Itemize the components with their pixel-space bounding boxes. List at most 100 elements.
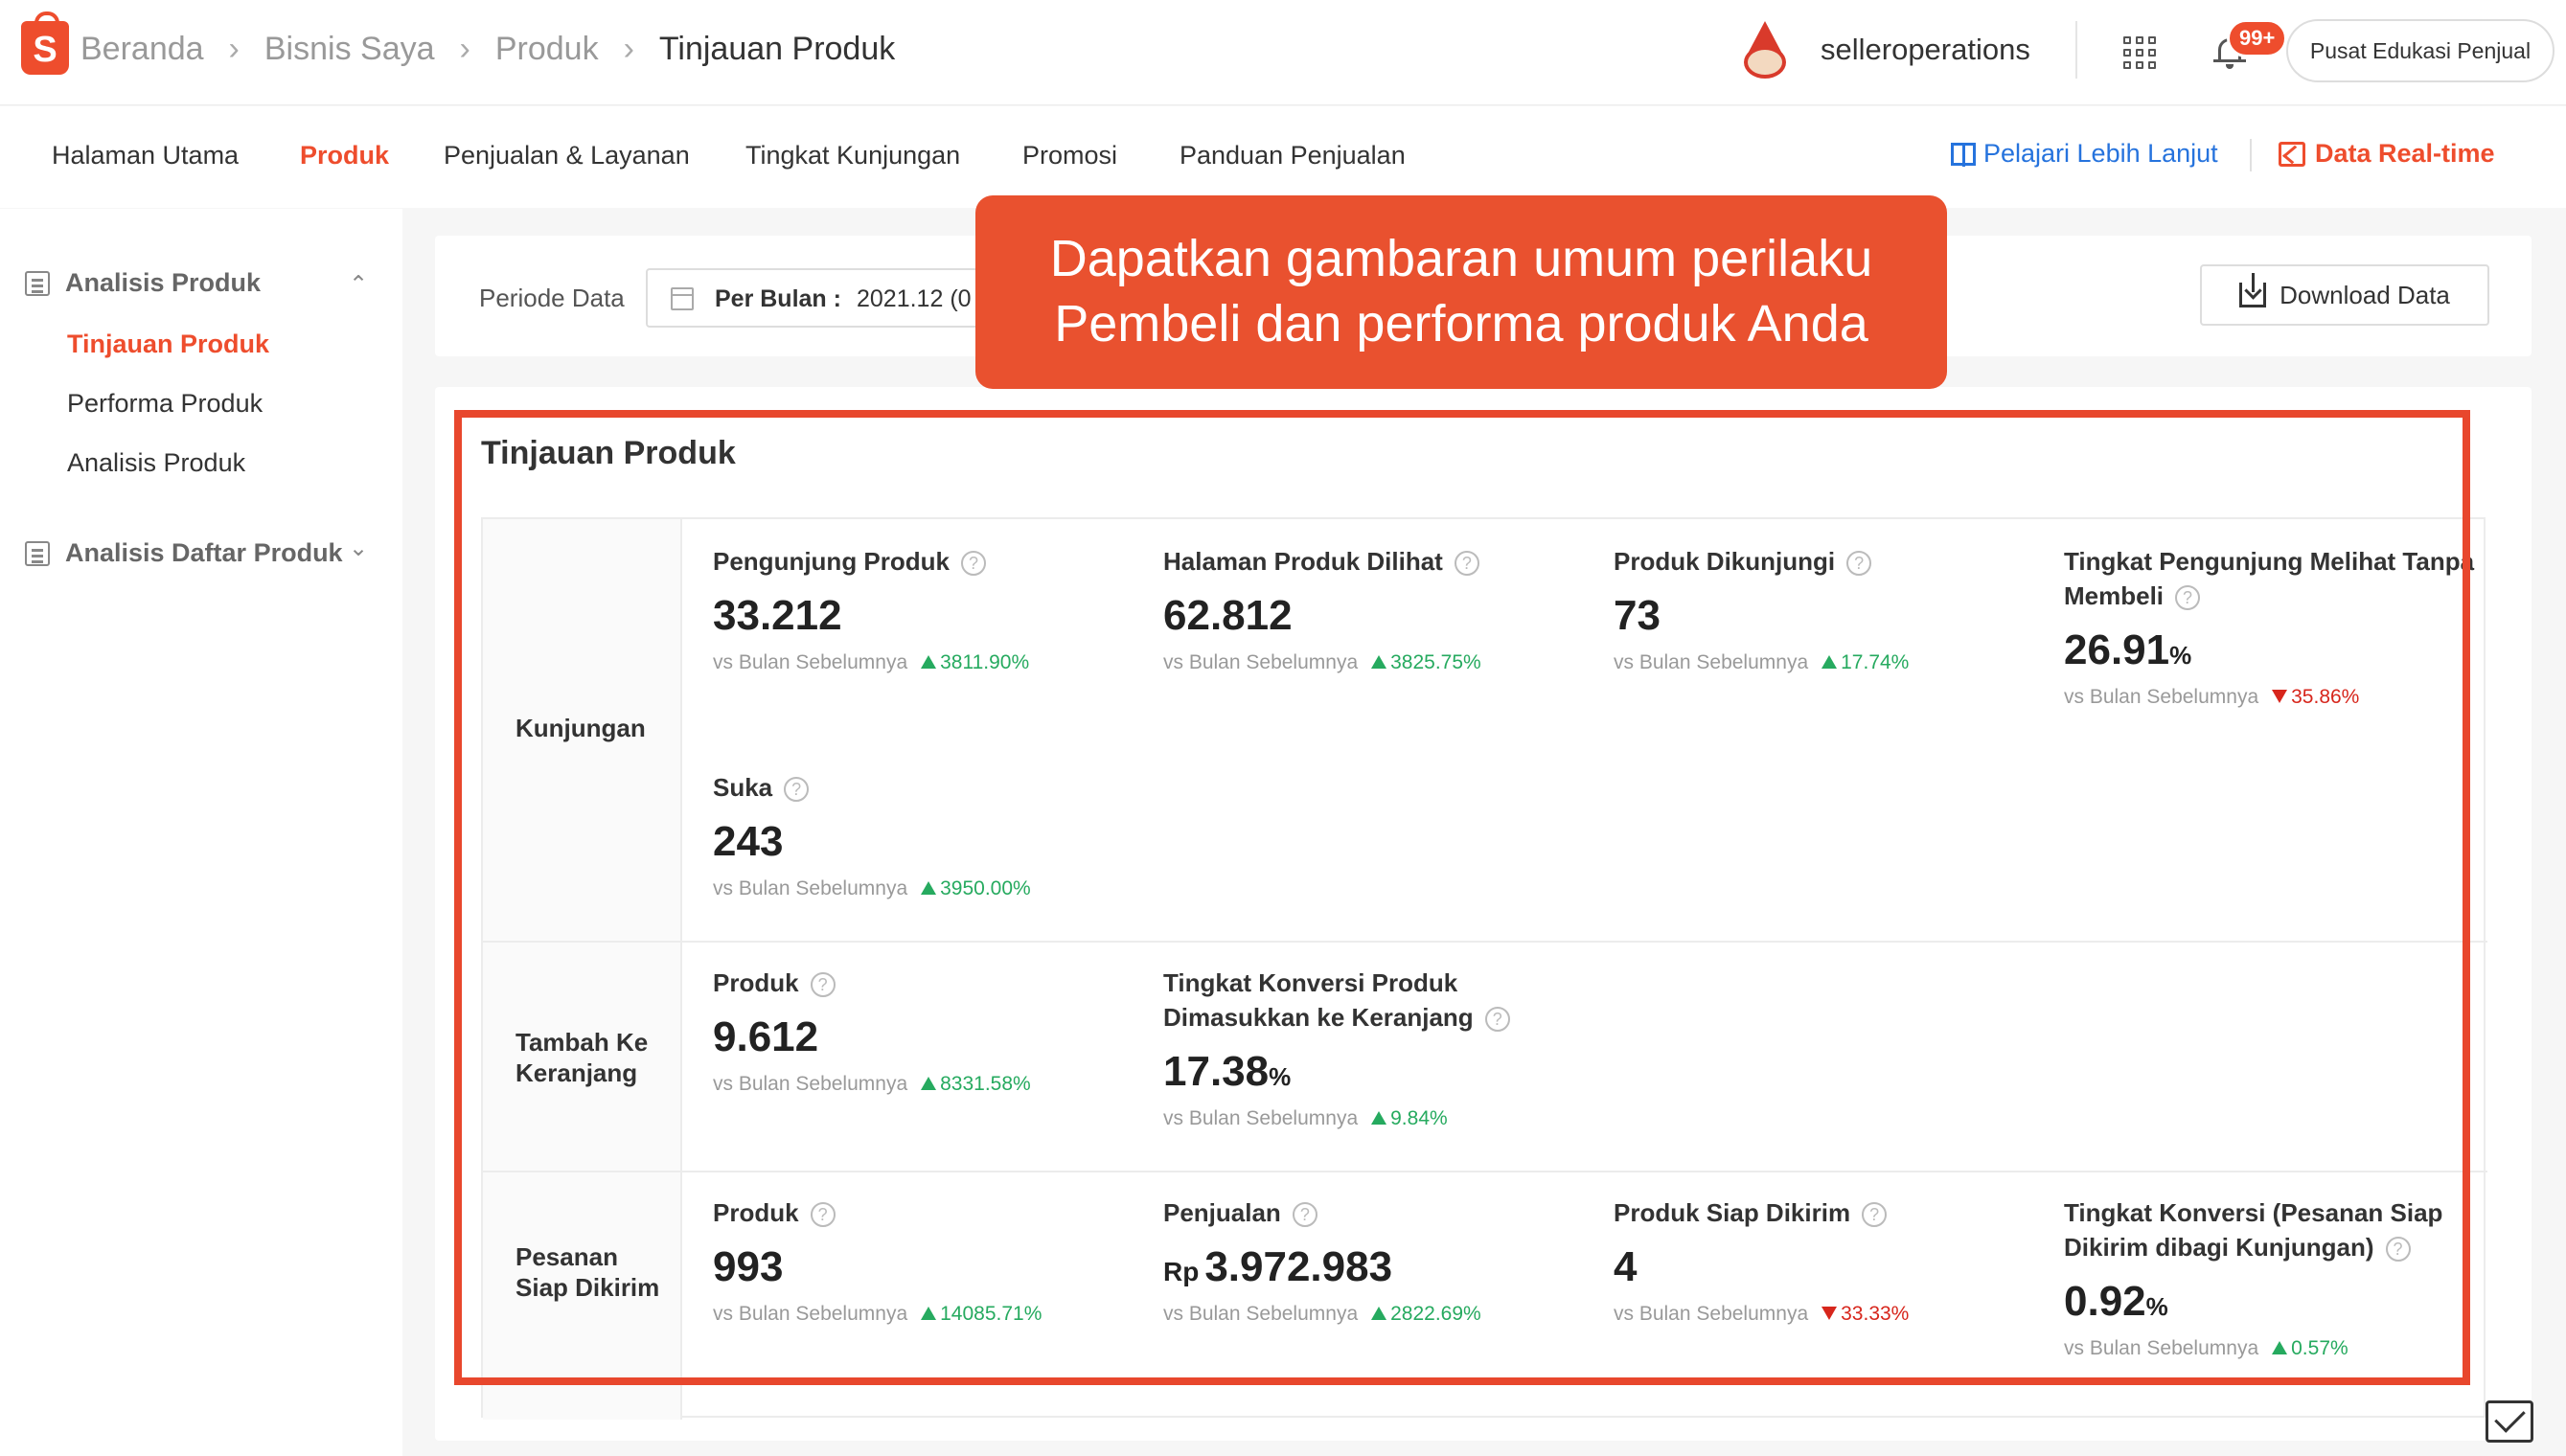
learn-more-link[interactable]: Pelajari Lebih Lanjut bbox=[1951, 139, 2218, 169]
breadcrumb-produk[interactable]: Produk bbox=[494, 31, 599, 67]
metric-comparison: vs Bulan Sebelumnya 14085.71% bbox=[713, 1303, 1125, 1326]
breadcrumb-bisnis-saya[interactable]: Bisnis Saya bbox=[263, 31, 435, 67]
metrics-table: Kunjungan Tambah Ke Keranjang Pesanan Si… bbox=[481, 517, 2487, 1420]
nav-promosi[interactable]: Promosi bbox=[1022, 141, 1118, 170]
metric-number: 62.812 bbox=[1163, 592, 1293, 639]
callout-line-1: Dapatkan gambaran umum perilaku bbox=[1049, 230, 1873, 287]
callout-line-2: Pembeli dan performa produk Anda bbox=[1054, 295, 1868, 353]
help-icon[interactable]: ? bbox=[810, 1202, 836, 1228]
help-icon[interactable]: ? bbox=[2385, 1237, 2411, 1263]
download-label: Download Data bbox=[2280, 280, 2450, 309]
metric-card: Suka? 243 vs Bulan Sebelumnya 3950.00% bbox=[713, 770, 1125, 900]
metric-number: 9.612 bbox=[713, 1013, 819, 1060]
help-icon[interactable]: ? bbox=[1454, 551, 1479, 577]
section-label-kunjungan: Kunjungan bbox=[515, 714, 646, 742]
avatar[interactable] bbox=[1734, 21, 1796, 80]
metric-comparison: vs Bulan Sebelumnya 8331.58% bbox=[713, 1073, 1125, 1096]
delta-value: 33.33% bbox=[1841, 1303, 1910, 1325]
metric-title-text: Produk Dikunjungi bbox=[1614, 547, 1836, 576]
clipboard-icon bbox=[25, 270, 50, 296]
nav-halaman-utama[interactable]: Halaman Utama bbox=[52, 141, 240, 170]
help-icon[interactable]: ? bbox=[1484, 1007, 1510, 1033]
chevron-down-icon[interactable]: ⌄ bbox=[349, 535, 369, 561]
apps-grid-icon[interactable] bbox=[2123, 36, 2156, 69]
metric-title: Tingkat Pengunjung Melihat Tanpa Membeli… bbox=[2064, 544, 2476, 613]
metric-title: Tingkat Konversi Produk Dimasukkan ke Ke… bbox=[1163, 966, 1575, 1035]
metric-card: Penjualan? Rp 3.972.983 vs Bulan Sebelumnya… bbox=[1163, 1195, 1575, 1326]
delta-up: 8331.58% bbox=[921, 1073, 1031, 1095]
help-icon[interactable]: ? bbox=[1846, 551, 1872, 577]
metric-number: 73 bbox=[1614, 592, 1661, 639]
sidebar-group-analisis-produk[interactable]: Analisis Produk bbox=[25, 268, 261, 298]
delta-down: 35.86% bbox=[2272, 686, 2359, 708]
metric-unit: % bbox=[1269, 1062, 1292, 1091]
username[interactable]: selleroperations bbox=[1821, 33, 2030, 66]
help-icon[interactable]: ? bbox=[1862, 1202, 1888, 1228]
seller-education-button[interactable]: Pusat Edukasi Penjual bbox=[2286, 19, 2555, 82]
metric-title: Suka? bbox=[713, 770, 1125, 805]
sidebar-item-tinjauan-produk[interactable]: Tinjauan Produk bbox=[67, 330, 270, 358]
top-header: S Beranda › Bisnis Saya › Produk › Tinja… bbox=[0, 0, 2566, 105]
delta-value: 14085.71% bbox=[940, 1303, 1042, 1325]
realtime-data-link[interactable]: Data Real-time bbox=[2279, 139, 2495, 169]
breadcrumb-beranda[interactable]: Beranda bbox=[80, 31, 204, 67]
arrow-up-icon bbox=[1371, 655, 1387, 669]
period-value: 2021.12 (0 bbox=[857, 285, 972, 312]
metric-card: Produk Siap Dikirim? 4 vs Bulan Sebelumnya… bbox=[1614, 1195, 2026, 1326]
row-label-column bbox=[483, 519, 682, 1420]
delta-down: 33.33% bbox=[1821, 1303, 1909, 1325]
delta-value: 3950.00% bbox=[940, 877, 1031, 899]
nav-penjualan-layanan[interactable]: Penjualan & Layanan bbox=[444, 141, 690, 170]
nav-produk[interactable]: Produk bbox=[300, 141, 390, 170]
metric-title: Tingkat Konversi (Pesanan Siap Dikirim d… bbox=[2064, 1195, 2476, 1264]
nav-panduan-penjualan[interactable]: Panduan Penjualan bbox=[1180, 141, 1406, 170]
metric-value: 4 bbox=[1614, 1243, 2026, 1291]
metric-title: Halaman Produk Dilihat? bbox=[1163, 544, 1575, 579]
metric-value: 62.812 bbox=[1163, 592, 1575, 640]
shopee-logo[interactable]: S bbox=[21, 11, 69, 75]
period-picker[interactable]: Per Bulan : 2021.12 (0 bbox=[646, 268, 991, 328]
metric-title-text: Halaman Produk Dilihat bbox=[1163, 547, 1443, 576]
metric-comparison: vs Bulan Sebelumnya 3825.75% bbox=[1163, 651, 1575, 674]
period-type: Per Bulan : bbox=[715, 285, 841, 312]
metric-number: 993 bbox=[713, 1243, 784, 1290]
chevron-up-icon[interactable]: ⌄ bbox=[349, 269, 369, 295]
help-icon[interactable]: ? bbox=[1292, 1202, 1317, 1228]
chart-icon bbox=[2279, 141, 2305, 167]
metric-number: 4 bbox=[1614, 1243, 1638, 1290]
notification-badge: 99+ bbox=[2227, 19, 2288, 57]
metric-title-text: Penjualan bbox=[1163, 1198, 1281, 1227]
help-icon[interactable]: ? bbox=[784, 777, 810, 803]
delta-value: 17.74% bbox=[1841, 651, 1910, 673]
delta-up: 3950.00% bbox=[921, 877, 1031, 899]
comparison-label: vs Bulan Sebelumnya bbox=[2064, 686, 2259, 708]
arrow-up-icon bbox=[921, 1307, 937, 1320]
help-icon[interactable]: ? bbox=[2175, 585, 2201, 611]
chevron-right-icon: › bbox=[459, 31, 470, 67]
callout-banner: Dapatkan gambaran umum perilaku Pembeli … bbox=[975, 195, 1947, 389]
metric-value: 243 bbox=[713, 818, 1125, 866]
metric-card: Halaman Produk Dilihat? 62.812 vs Bulan Se… bbox=[1163, 544, 1575, 674]
section-label-tambah-keranjang: Tambah Ke Keranjang bbox=[515, 1028, 649, 1087]
metric-value: 9.612 bbox=[713, 1013, 1125, 1061]
delta-up: 0.57% bbox=[2272, 1337, 2348, 1359]
comparison-label: vs Bulan Sebelumnya bbox=[1614, 1303, 1809, 1325]
sidebar-group-analisis-daftar-produk[interactable]: Analisis Daftar Produk bbox=[25, 538, 343, 568]
sidebar-item-analisis-produk[interactable]: Analisis Produk bbox=[67, 448, 246, 477]
delta-value: 0.57% bbox=[2291, 1337, 2348, 1359]
comparison-label: vs Bulan Sebelumnya bbox=[1163, 1303, 1359, 1325]
help-icon[interactable]: ? bbox=[810, 972, 836, 998]
currency-symbol: Rp bbox=[1163, 1257, 1200, 1286]
sidebar-item-performa-produk[interactable]: Performa Produk bbox=[67, 389, 263, 418]
arrow-down-icon bbox=[1821, 1307, 1838, 1320]
comparison-label: vs Bulan Sebelumnya bbox=[1163, 1107, 1359, 1129]
nav-tingkat-kunjungan[interactable]: Tingkat Kunjungan bbox=[745, 141, 961, 170]
chat-icon[interactable] bbox=[2486, 1400, 2533, 1443]
delta-up: 17.74% bbox=[1821, 651, 1909, 673]
arrow-up-icon bbox=[921, 655, 937, 669]
help-icon[interactable]: ? bbox=[961, 551, 986, 577]
comparison-label: vs Bulan Sebelumnya bbox=[1163, 651, 1359, 673]
realtime-label: Data Real-time bbox=[2315, 139, 2495, 168]
metric-value: 26.91% bbox=[2064, 626, 2476, 674]
download-data-button[interactable]: Download Data bbox=[2200, 264, 2489, 326]
